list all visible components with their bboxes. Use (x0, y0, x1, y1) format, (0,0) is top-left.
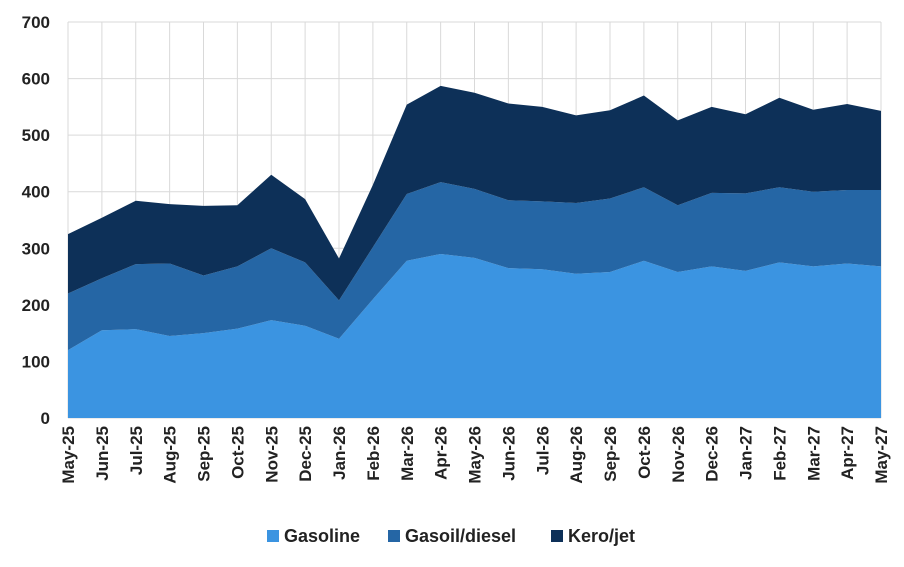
x-tick-label: Aug-25 (161, 426, 180, 484)
x-tick-label: May-25 (59, 426, 78, 484)
y-tick-label: 100 (22, 352, 50, 371)
legend-swatch-kero-jet (551, 530, 563, 542)
x-tick-label: Oct-25 (228, 426, 247, 479)
x-tick-label: May-26 (466, 426, 485, 484)
area-series-kero-jet (68, 85, 881, 301)
x-tick-label: Jan-26 (330, 426, 349, 480)
legend-label-gasoil-diesel: Gasoil/diesel (405, 526, 516, 546)
y-tick-label: 200 (22, 296, 50, 315)
x-tick-label: Feb-27 (770, 426, 789, 481)
x-tick-label: Dec-25 (296, 426, 315, 482)
legend-label-gasoline: Gasoline (284, 526, 360, 546)
x-tick-label: Dec-26 (703, 426, 722, 482)
x-tick-label: Nov-25 (262, 426, 281, 483)
x-tick-label: Feb-26 (364, 426, 383, 481)
x-tick-label: Apr-26 (432, 426, 451, 480)
legend: Gasoline Gasoil/diesel Kero/jet (267, 526, 635, 546)
x-tick-label: Apr-27 (838, 426, 857, 480)
series-areas (68, 85, 881, 418)
y-axis: 0 100 200 300 400 500 600 700 (22, 13, 50, 428)
x-tick-label: Oct-26 (635, 426, 654, 479)
x-tick-label: Mar-26 (398, 426, 417, 481)
area-series-gasoline (68, 253, 881, 418)
y-tick-label: 700 (22, 13, 50, 32)
x-tick-label: Aug-26 (567, 426, 586, 484)
x-tick-label: Jul-26 (533, 426, 552, 475)
y-tick-label: 300 (22, 239, 50, 258)
legend-swatch-gasoil-diesel (388, 530, 400, 542)
area-series-gasoil-diesel (68, 182, 881, 351)
legend-swatch-gasoline (267, 530, 279, 542)
y-tick-label: 0 (41, 409, 50, 428)
x-tick-label: Jun-25 (93, 426, 112, 481)
y-tick-label: 400 (22, 183, 50, 202)
x-tick-label: Mar-27 (804, 426, 823, 481)
y-tick-label: 500 (22, 126, 50, 145)
x-tick-label: Jul-25 (127, 426, 146, 475)
x-tick-label: Nov-26 (669, 426, 688, 483)
x-tick-label: Sep-25 (195, 426, 214, 482)
x-tick-label: Jan-27 (737, 426, 756, 480)
y-tick-label: 600 (22, 70, 50, 89)
x-tick-label: May-27 (872, 426, 891, 484)
x-tick-label: Jun-26 (499, 426, 518, 481)
legend-label-kero-jet: Kero/jet (568, 526, 635, 546)
x-tick-label: Sep-26 (601, 426, 620, 482)
x-axis: May-25 Jun-25 Jul-25 Aug-25 Sep-25 Oct-25 Nov-… (59, 426, 891, 484)
